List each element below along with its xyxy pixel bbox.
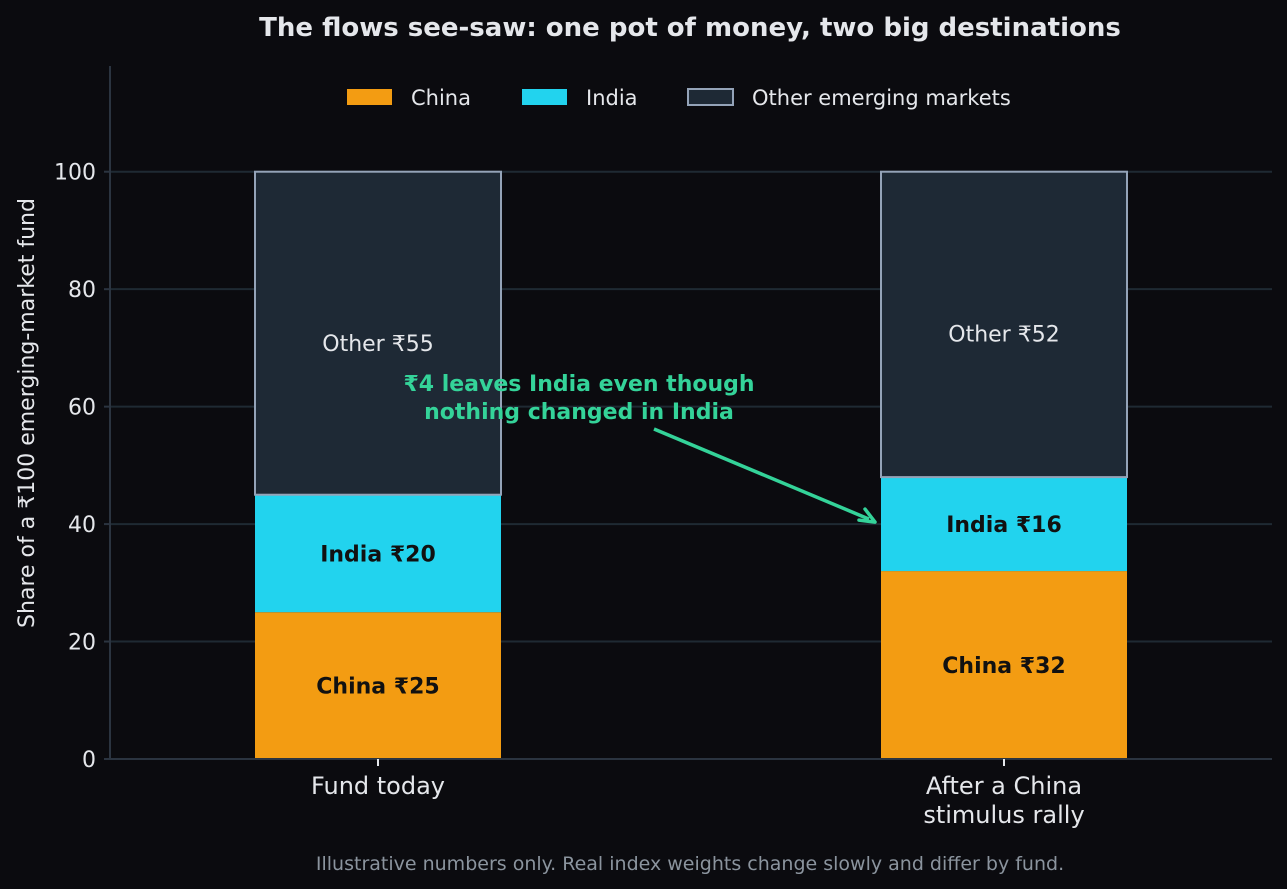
bar-china: [255, 612, 501, 759]
bar-value-label: China ₹25: [316, 675, 439, 700]
chart-title: The flows see-saw: one pot of money, two…: [259, 13, 1121, 43]
bar-china: [881, 571, 1127, 759]
y-tick-label: 60: [68, 396, 96, 421]
bar-other-emerging-markets: [254, 170, 502, 496]
axes: 0 20 40 60 80 100 Fund today After a Chinastimu…: [54, 66, 1272, 829]
annotation-text: nothing changed in India: [424, 400, 734, 425]
y-tick-label: 0: [82, 748, 96, 773]
y-axis-label: Share of a ₹100 emerging-market fund: [15, 198, 40, 628]
bar-other-emerging-markets: [880, 170, 1128, 479]
y-tick-label: 40: [68, 513, 96, 538]
y-tick-label: 20: [68, 631, 96, 656]
annotation: ₹4 leaves India even though nothing chang…: [403, 372, 877, 524]
bars: [254, 170, 1128, 759]
y-tick-label: 100: [54, 161, 96, 186]
legend-label: India: [586, 86, 638, 110]
bar-value-label: Other ₹52: [948, 323, 1059, 348]
bar-labels: China ₹25 India ₹20 Other ₹55 China ₹32 Indi…: [316, 323, 1065, 700]
x-tick-label: After a China: [926, 772, 1082, 800]
bar-value-label: India ₹16: [946, 513, 1062, 538]
legend: China India Other emerging markets: [347, 86, 1011, 110]
x-tick-label: stimulus rally: [923, 801, 1084, 829]
legend-swatch-other-emerging-markets: [687, 88, 734, 106]
legend-swatch-china: [347, 89, 392, 105]
bar-value-label: Other ₹55: [322, 332, 433, 357]
bar-value-label: India ₹20: [320, 542, 436, 567]
legend-swatch-india: [522, 89, 567, 105]
bar-india: [881, 477, 1127, 572]
legend-label: China: [411, 86, 471, 110]
legend-label: Other emerging markets: [752, 86, 1011, 110]
annotation-arrow-line: [653, 427, 870, 521]
y-tick-label: 80: [68, 278, 96, 303]
footnote: Illustrative numbers only. Real index we…: [316, 853, 1064, 875]
bar-value-label: China ₹32: [942, 654, 1065, 679]
bar-india: [255, 494, 501, 613]
x-tick-label: Fund today: [311, 772, 445, 800]
annotation-text: ₹4 leaves India even though: [403, 372, 754, 397]
annotation-arrow-head: [857, 507, 877, 524]
